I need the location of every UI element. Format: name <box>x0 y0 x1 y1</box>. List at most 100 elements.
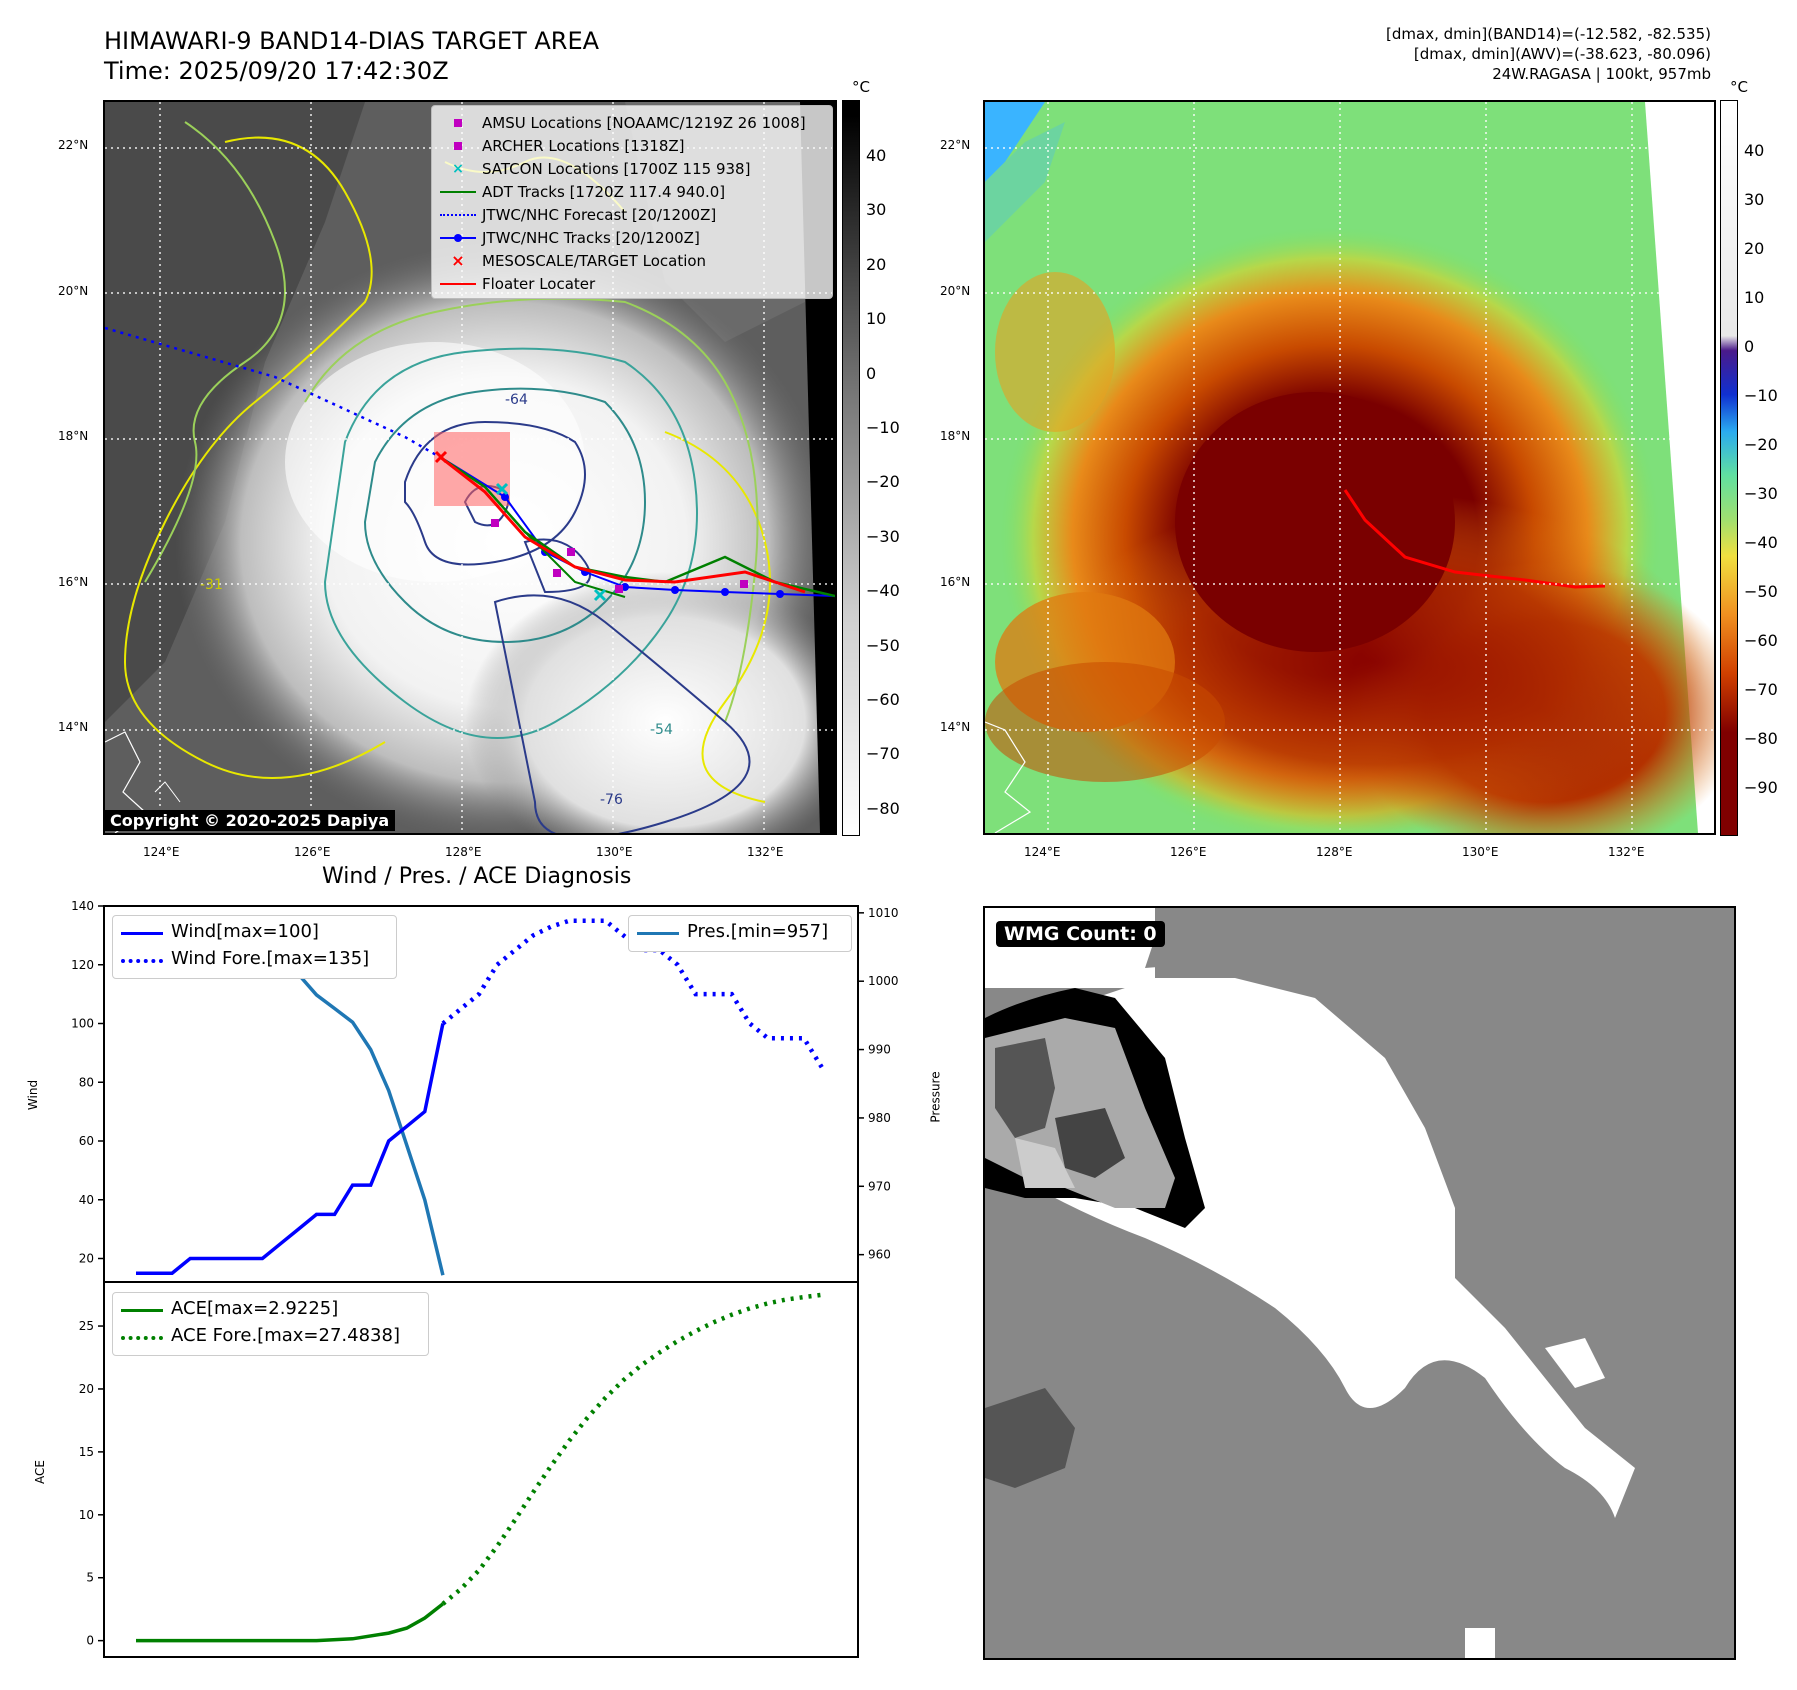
square-marker-icon <box>440 135 476 157</box>
lat-label: 18°N <box>940 429 971 443</box>
info-line-3: 24W.RAGASA | 100kt, 957mb <box>1492 65 1711 83</box>
legend-row-pres: Pres.[min=957] <box>629 920 851 946</box>
legend-row-ace: ACE[max=2.9225] <box>113 1297 428 1323</box>
colorbar-tick-label: 20 <box>1744 239 1765 258</box>
legend-label: MESOSCALE/TARGET Location <box>482 252 707 270</box>
ace-max-line <box>136 1602 444 1643</box>
awv-colorbar <box>1720 100 1738 836</box>
ace-axis-ticks: 25 20 15 10 5 0 <box>79 1319 104 1648</box>
colorbar-tick-label: −70 <box>866 744 900 764</box>
x-marker-icon: × <box>452 161 464 177</box>
colorbar-tick-label: 0 <box>866 363 877 383</box>
tick-label: 1000 <box>868 974 899 988</box>
tick-label: 25 <box>79 1319 94 1333</box>
legend-label: ACE[max=2.9225] <box>171 1298 339 1319</box>
lon-label: 124°E <box>1024 845 1061 859</box>
ace-fore-max-line <box>441 1292 823 1606</box>
dotted-line-icon <box>121 1336 163 1340</box>
lon-label: 124°E <box>143 845 180 859</box>
wind-max-line <box>136 1023 445 1275</box>
lat-label: 22°N <box>940 138 971 152</box>
series-layer <box>136 918 824 1643</box>
colorbar-tick-label: −80 <box>1744 729 1778 748</box>
grayscale-colorbar <box>842 100 860 836</box>
square-marker-icon <box>440 112 476 134</box>
contour-label-2: -54 <box>650 722 673 738</box>
legend-row-amsu: AMSU Locations [NOAAMC/1219Z 26 1008] <box>432 112 832 134</box>
legend-label: SATCON Locations [1700Z 115 938] <box>482 160 751 178</box>
lon-label: 132°E <box>1608 845 1645 859</box>
diagnostic-info: [dmax, dmin](BAND14)=(-12.582, -82.535) … <box>1386 24 1711 84</box>
colorbar-unit: °C <box>852 78 870 96</box>
wind-axis-label: Wind <box>26 1079 41 1111</box>
colorbar-tick-label: 20 <box>866 254 887 274</box>
tick-label: 1010 <box>868 906 899 920</box>
colorbar-tick-label: 30 <box>866 200 887 220</box>
colorbar-tick-label: 40 <box>1744 141 1765 160</box>
lon-label: 128°E <box>445 845 482 859</box>
tick-label: 120 <box>71 958 94 972</box>
wind-axis-ticks: 140 120 100 80 60 40 20 <box>71 899 104 1266</box>
colorbar-tick-label: 10 <box>866 309 887 329</box>
ace-axis-label: ACE <box>32 1460 47 1484</box>
ace-axes <box>103 1281 859 1658</box>
legend-label: ARCHER Locations [1318Z] <box>482 137 685 155</box>
colorbar-tick-label: −50 <box>866 635 900 655</box>
info-line-1: [dmax, dmin](BAND14)=(-12.582, -82.535) <box>1386 25 1711 43</box>
lat-label: 14°N <box>58 720 89 734</box>
colorbar-tick-label: −10 <box>1744 386 1778 405</box>
legend-row-archer: ARCHER Locations [1318Z] <box>432 135 832 157</box>
legend-row-wind: Wind[max=100] <box>113 920 396 946</box>
legend-row-satcon: × SATCON Locations [1700Z 115 938] <box>432 158 832 180</box>
legend-row-target: × MESOSCALE/TARGET Location <box>432 250 832 272</box>
legend-row-forecast: JTWC/NHC Forecast [20/1200Z] <box>432 204 832 226</box>
lon-label: 126°E <box>1170 845 1207 859</box>
pressure-axis-label: Pressure <box>928 1071 943 1123</box>
legend-row-wind-fore: Wind Fore.[max=135] <box>113 947 396 973</box>
solid-line-icon <box>121 932 163 935</box>
lon-label: 130°E <box>1462 845 1499 859</box>
colorbar-tick-label: −40 <box>1744 533 1778 552</box>
awv-map-svg <box>985 102 1714 833</box>
legend-row-floater: Floater Locater <box>432 273 832 295</box>
lat-label: 16°N <box>58 575 89 589</box>
legend-row-ace-fore: ACE Fore.[max=27.4838] <box>113 1324 428 1350</box>
tick-label: 80 <box>79 1075 94 1089</box>
copyright-label: Copyright © 2020-2025 Dapiya <box>104 810 396 831</box>
lat-label: 20°N <box>940 284 971 298</box>
line-marker-icon <box>440 181 476 203</box>
colorbar-tick-label: −40 <box>866 581 900 601</box>
tick-label: 140 <box>71 899 94 913</box>
dotted-line-icon <box>440 204 476 226</box>
wmg-grid-svg <box>985 908 1734 1658</box>
legend-label: Wind Fore.[max=135] <box>171 948 370 969</box>
band14-map-svg <box>105 102 835 833</box>
tick-label: 0 <box>86 1634 94 1648</box>
legend-label: Pres.[min=957] <box>687 921 829 942</box>
awv-map-panel <box>983 100 1716 835</box>
wind-fore-max-line <box>441 918 824 1069</box>
lat-label: 16°N <box>940 575 971 589</box>
legend-row-jtwc: JTWC/NHC Tracks [20/1200Z] <box>432 227 832 249</box>
colorbar-tick-label: 0 <box>1744 337 1755 356</box>
colorbar-tick-label: −30 <box>866 526 900 546</box>
wmg-panel <box>983 906 1736 1660</box>
tick-label: 990 <box>868 1043 891 1057</box>
diagnosis-title: Wind / Pres. / ACE Diagnosis <box>322 864 632 889</box>
tick-label: 60 <box>79 1134 94 1148</box>
lat-label: 18°N <box>58 429 89 443</box>
legend-label: JTWC/NHC Tracks [20/1200Z] <box>482 229 700 247</box>
solid-line-icon <box>637 932 679 935</box>
wmg-count-badge: WMG Count: 0 <box>996 921 1165 947</box>
lat-label: 22°N <box>58 138 89 152</box>
map-legend: AMSU Locations [NOAAMC/1219Z 26 1008] AR… <box>431 105 833 299</box>
figure-title: HIMAWARI-9 BAND14-DIAS TARGET AREA Time: … <box>104 26 599 86</box>
tick-label: 20 <box>79 1252 94 1266</box>
dotted-line-icon <box>121 959 163 963</box>
band14-map-panel: -31 -54 -64 -76 <box>103 100 837 835</box>
lat-label: 20°N <box>58 284 89 298</box>
colorbar-tick-label: −30 <box>1744 484 1778 503</box>
line-marker-icon <box>440 273 476 295</box>
title-line-1: HIMAWARI-9 BAND14-DIAS TARGET AREA <box>104 27 600 55</box>
pressure-axis-ticks: 1010 1000 990 980 970 960 <box>858 906 899 1262</box>
